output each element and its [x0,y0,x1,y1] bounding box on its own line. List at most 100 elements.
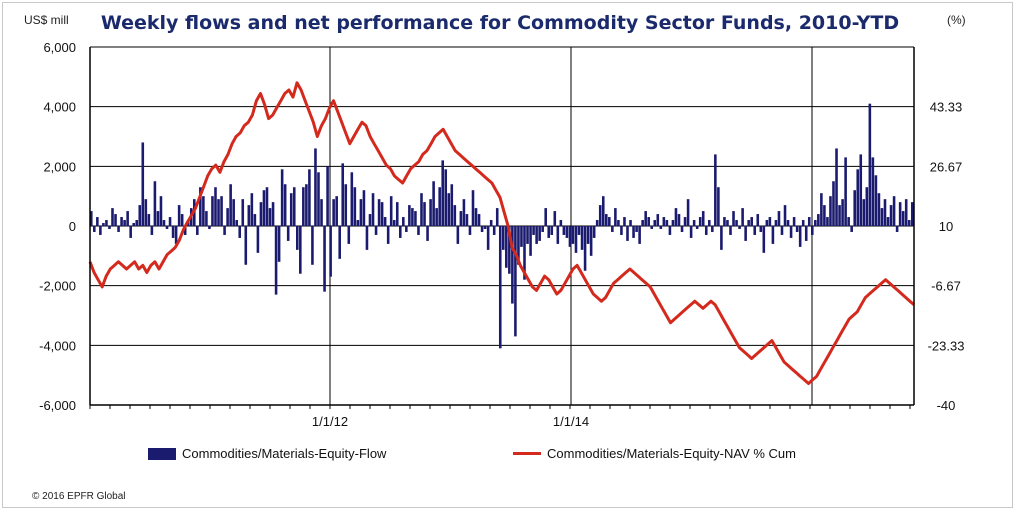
flow-bar [465,214,469,226]
flow-bar [765,220,769,226]
flow-bar [777,211,781,226]
flow-bar [123,220,126,226]
flow-bar [399,226,402,238]
flow-bar [168,217,172,226]
flow-bar [368,214,372,226]
flow-bar [241,199,245,226]
flow-bar [150,226,154,235]
flow-bar [141,142,145,226]
flow-bar [829,196,832,226]
flow-bar [853,190,856,226]
right-tick-label: -40 [937,398,956,413]
flow-bar [626,226,629,241]
flow-bar [538,226,541,241]
flow-bar [614,208,617,226]
flow-bar [444,169,448,226]
right-tick-label: 10 [939,219,953,234]
flow-bar [93,226,96,232]
flow-bar [274,226,278,295]
flow-bar [747,220,750,226]
legend-swatch-flow [148,447,176,460]
flow-bar [677,214,681,226]
flow-bar [904,199,908,226]
legend-item-nav: Commodities/Materials-Equity-NAV % Cum [513,446,796,461]
flow-bar [801,220,805,226]
flow-bar [423,202,426,226]
flow-bar [299,226,302,274]
flow-bar [144,199,148,226]
flow-bar [526,226,529,244]
flow-bar [447,193,451,226]
x-tick-label: 1/1/12 [312,414,348,429]
flow-bar [817,214,820,226]
flow-bar [214,187,217,226]
flow-bar [617,220,620,226]
flow-bar [771,226,775,244]
flow-bar [232,199,235,226]
flow-bar [483,226,487,229]
flow-bar [426,226,429,241]
flow-bar [505,226,508,268]
flow-bar [147,214,151,226]
flow-bar [311,226,314,265]
flow-bar [565,226,569,238]
flow-bar [480,226,484,232]
flow-bar [495,208,499,226]
flow-bar [556,226,560,244]
flow-bar [265,187,269,226]
flow-bar [698,217,702,226]
right-tick-label: 43.33 [930,100,963,115]
flow-bar [877,193,881,226]
flow-bar [583,226,587,271]
flow-bar [350,172,354,226]
flow-bar [647,217,650,226]
flow-bar [211,196,214,226]
flow-bar [559,220,563,226]
flow-bar [356,220,360,226]
flow-bar [341,163,345,226]
flow-bar [735,220,738,226]
flow-bar [453,205,457,226]
flow-bar [605,214,608,226]
flow-bar [529,226,532,256]
flow-bar [726,220,729,226]
flow-bar [732,211,735,226]
flow-bar [392,220,396,226]
flow-bar [111,208,114,226]
flow-bar [892,196,896,226]
flow-bar [708,220,711,226]
left-axis-unit: US$ mill [24,13,69,27]
flow-bar [744,226,747,241]
flow-bar [662,217,666,226]
flow-bar [838,205,841,226]
flow-bar [550,226,554,235]
flow-bar [741,208,744,226]
flow-bar [259,202,263,226]
flow-bar [826,217,829,226]
flow-bar [456,226,460,244]
flow-bar [371,193,375,226]
flow-bar [117,226,120,232]
flow-bar [405,226,408,232]
flow-bar [502,226,505,250]
flow-bar [520,226,523,247]
flow-bar [895,226,899,232]
left-tick-label: 0 [69,219,76,234]
flow-bar [901,211,905,226]
flow-bar [492,226,496,235]
flow-bar [450,184,454,226]
flow-bar [277,226,281,262]
flow-bar [580,226,584,250]
flow-bar [523,226,526,280]
flow-bar [577,226,581,235]
flow-bar [395,202,399,226]
flow-bar [595,220,599,226]
flow-bar [653,220,657,226]
flow-bar [362,190,366,226]
flow-bar [165,226,169,229]
flow-bar [907,220,911,226]
flow-bar [620,226,623,235]
flow-bar [256,226,260,253]
flow-bar [159,196,163,226]
flow-bar [108,226,111,229]
